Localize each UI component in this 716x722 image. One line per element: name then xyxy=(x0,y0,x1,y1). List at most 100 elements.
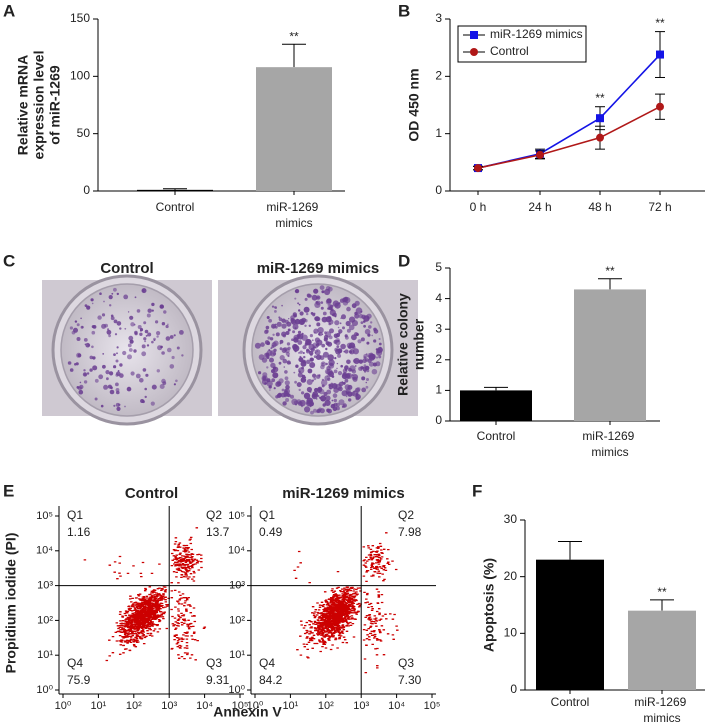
colony xyxy=(108,295,113,300)
colony xyxy=(109,371,114,376)
colony xyxy=(321,333,324,336)
y-tick-label: 50 xyxy=(77,126,91,140)
x-tick-label: 10⁴ xyxy=(196,700,213,712)
colony xyxy=(179,330,184,335)
colony xyxy=(341,373,348,380)
colony xyxy=(349,316,356,323)
colony xyxy=(303,355,306,359)
colony xyxy=(265,325,270,330)
colony xyxy=(321,290,325,294)
colony xyxy=(301,391,305,395)
colony xyxy=(108,334,111,338)
colony xyxy=(159,384,165,389)
colony xyxy=(338,332,341,335)
colony xyxy=(309,334,313,338)
colony xyxy=(298,352,300,354)
colony xyxy=(141,351,147,357)
panel-letter: D xyxy=(398,251,410,270)
y-axis-label: of miR-1269 xyxy=(47,65,63,145)
colony xyxy=(338,329,343,334)
colony xyxy=(162,381,167,385)
colony xyxy=(67,361,72,365)
colony xyxy=(328,322,332,326)
colony xyxy=(307,400,314,407)
colony xyxy=(293,400,299,405)
colony xyxy=(319,396,322,399)
colony xyxy=(318,374,321,377)
colony xyxy=(285,384,290,390)
y-tick-label: 0 xyxy=(435,183,442,197)
colony xyxy=(325,299,332,305)
colony xyxy=(126,386,132,392)
colony xyxy=(173,383,176,386)
colony xyxy=(322,351,329,358)
colony xyxy=(370,321,373,324)
colony xyxy=(147,308,152,313)
colony xyxy=(144,395,147,399)
colony xyxy=(99,292,102,296)
colony xyxy=(157,345,163,351)
colony xyxy=(310,357,314,362)
x-tick-label: 10¹ xyxy=(282,700,298,712)
colony xyxy=(300,377,307,383)
colony xyxy=(89,368,93,372)
colony xyxy=(371,334,374,337)
colony xyxy=(302,359,306,364)
colony xyxy=(294,380,297,384)
colony xyxy=(270,362,276,369)
colony xyxy=(266,380,273,387)
colony xyxy=(368,353,370,355)
colony xyxy=(278,317,283,322)
colony xyxy=(345,335,349,340)
colony xyxy=(313,331,316,334)
colony xyxy=(151,384,157,390)
colony xyxy=(116,406,121,411)
y-axis-label: number xyxy=(411,318,427,370)
colony xyxy=(360,310,363,313)
colony xyxy=(165,336,171,341)
colony xyxy=(85,342,90,348)
colony xyxy=(298,388,301,392)
colony xyxy=(262,372,268,378)
colony xyxy=(288,362,292,365)
colony xyxy=(304,297,308,301)
colony xyxy=(278,361,282,365)
colony xyxy=(326,366,331,371)
colony xyxy=(91,302,94,305)
colony xyxy=(318,333,321,336)
colony xyxy=(313,408,317,413)
colony xyxy=(354,365,357,367)
colony xyxy=(269,337,274,341)
colony xyxy=(325,316,332,323)
x-tick-label: miR-1269 mimics xyxy=(634,695,689,722)
colony xyxy=(83,338,88,342)
colony xyxy=(317,327,324,334)
colony xyxy=(273,340,279,347)
colony xyxy=(306,293,311,298)
y-tick-label: 0 xyxy=(510,682,517,696)
colony xyxy=(365,353,368,356)
colony xyxy=(136,309,141,313)
colony xyxy=(119,327,122,330)
point xyxy=(656,102,664,111)
colony xyxy=(78,389,84,395)
colony xyxy=(114,333,118,336)
colony xyxy=(366,313,372,319)
colony xyxy=(139,332,143,336)
colony xyxy=(330,308,334,312)
y-axis-label: Apoptosis (%) xyxy=(481,558,497,652)
y-tick-label: 3 xyxy=(435,11,442,25)
label-line: miR-1269 xyxy=(582,429,637,443)
colony xyxy=(135,373,141,379)
colony xyxy=(287,393,291,398)
colony xyxy=(321,384,325,388)
colony xyxy=(346,342,353,349)
colony xyxy=(116,346,119,349)
y-tick-label: 10² xyxy=(229,614,245,626)
colony xyxy=(130,371,135,376)
colony xyxy=(287,354,290,358)
colony xyxy=(73,327,78,333)
colony xyxy=(334,357,337,360)
colony xyxy=(350,368,353,372)
colony xyxy=(373,339,377,343)
